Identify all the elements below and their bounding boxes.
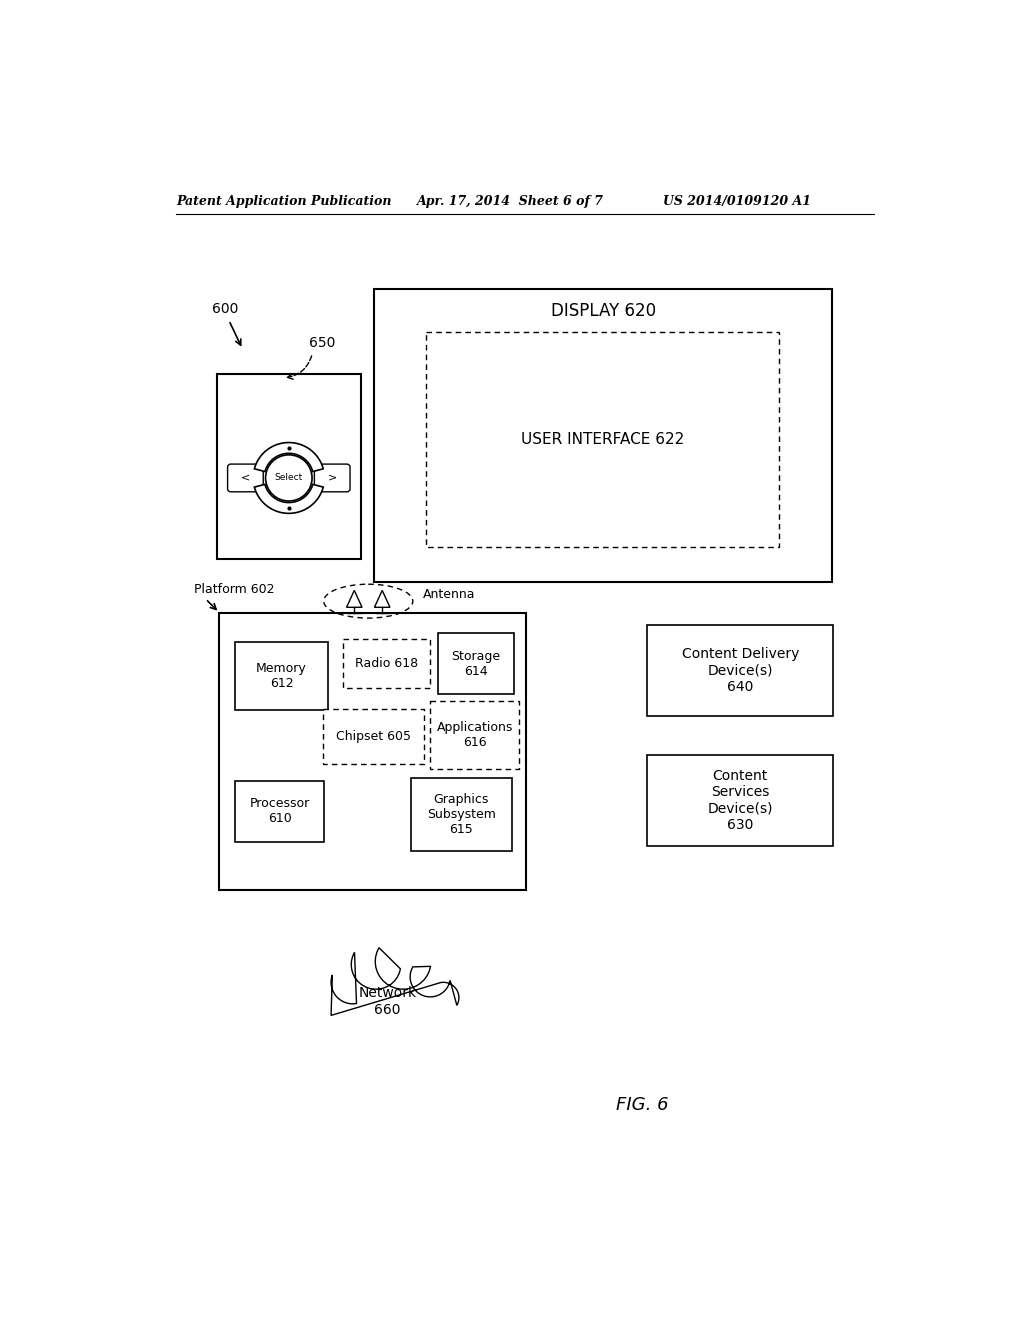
Bar (647, 626, 834, 715)
Bar (430, 701, 519, 770)
Text: USER INTERFACE 622: USER INTERFACE 622 (521, 432, 684, 447)
Text: Chipset 605: Chipset 605 (336, 730, 412, 743)
Text: Applications
616: Applications 616 (436, 721, 513, 750)
Text: DISPLAY 620: DISPLAY 620 (551, 302, 655, 319)
Text: Apr. 17, 2014  Sheet 6 of 7: Apr. 17, 2014 Sheet 6 of 7 (417, 195, 604, 209)
Bar (426, 331, 779, 548)
Text: Patent Application Publication: Patent Application Publication (176, 195, 391, 209)
Text: Content
Services
Device(s)
630: Content Services Device(s) 630 (708, 770, 773, 832)
Bar (234, 780, 324, 842)
Bar (343, 639, 430, 688)
Text: Radio 618: Radio 618 (355, 657, 419, 671)
Text: Content Delivery
Device(s)
640: Content Delivery Device(s) 640 (682, 647, 799, 693)
Text: Processor
610: Processor 610 (250, 797, 309, 825)
Text: FIG. 6: FIG. 6 (616, 1097, 669, 1114)
Bar (647, 755, 834, 846)
Text: Antenna: Antenna (423, 589, 475, 602)
Bar (411, 779, 512, 851)
Text: <: < (241, 473, 250, 483)
Text: Platform 602: Platform 602 (194, 583, 274, 597)
Text: Select: Select (274, 474, 303, 482)
Bar (217, 374, 360, 558)
Text: >: > (328, 473, 337, 483)
Text: 600: 600 (212, 301, 238, 315)
Bar (324, 709, 424, 764)
Text: Network
660: Network 660 (358, 986, 417, 1016)
Bar (234, 642, 328, 710)
Bar (438, 632, 514, 694)
Polygon shape (254, 484, 324, 513)
Text: US 2014/0109120 A1: US 2014/0109120 A1 (663, 195, 811, 209)
FancyBboxPatch shape (227, 465, 263, 492)
Polygon shape (254, 442, 324, 471)
Bar (375, 289, 831, 582)
Text: 650: 650 (308, 337, 335, 350)
Text: Memory
612: Memory 612 (256, 661, 307, 690)
Text: Storage
614: Storage 614 (452, 649, 501, 677)
Text: Graphics
Subsystem
615: Graphics Subsystem 615 (427, 793, 496, 837)
FancyBboxPatch shape (314, 465, 350, 492)
Polygon shape (331, 948, 459, 1015)
Bar (219, 612, 525, 890)
